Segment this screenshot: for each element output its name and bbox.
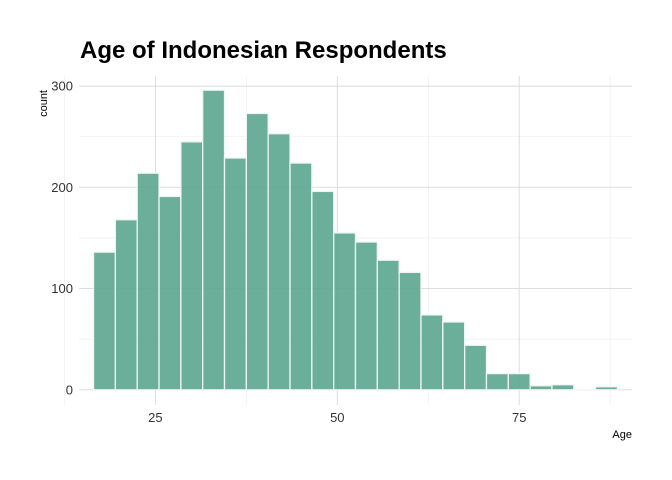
histogram-bar (202, 89, 226, 391)
histogram-bar (333, 232, 357, 391)
histogram-bar (376, 259, 400, 391)
x-axis-ticks: 25 50 75 (148, 410, 526, 425)
histogram-bar (551, 384, 575, 391)
histogram-bar (311, 190, 335, 391)
histogram-bar (594, 386, 619, 391)
histogram-bar (420, 314, 444, 391)
x-tick-label: 75 (512, 410, 526, 425)
x-tick-label: 50 (330, 410, 344, 425)
y-axis-ticks: 0 100 200 300 (51, 79, 73, 398)
y-axis-title: count (38, 90, 50, 117)
histogram-bar (267, 133, 291, 391)
y-tick-label: 300 (51, 79, 73, 94)
histogram-bar (485, 372, 509, 391)
chart-title: Age of Indonesian Respondents (80, 37, 447, 64)
histogram-bar (507, 372, 531, 391)
x-tick-label: 25 (148, 410, 162, 425)
histogram-bar (398, 271, 422, 391)
histogram-bar (223, 157, 248, 391)
histogram-bar (463, 344, 488, 391)
histogram-bar (180, 141, 204, 391)
histogram-bar (114, 219, 138, 391)
histogram-bar (442, 321, 466, 391)
histogram-bar (245, 112, 269, 391)
histogram-bar (289, 162, 313, 391)
y-tick-label: 100 (51, 281, 73, 296)
histogram-bar (92, 251, 117, 391)
y-tick-label: 200 (51, 180, 73, 195)
x-axis-title: Age (612, 429, 632, 441)
histogram-bar (136, 172, 160, 391)
histogram-bar (529, 385, 553, 391)
bars (92, 89, 619, 391)
histogram-bar (354, 241, 378, 391)
histogram-bar (158, 195, 182, 391)
y-tick-label: 0 (66, 382, 73, 397)
